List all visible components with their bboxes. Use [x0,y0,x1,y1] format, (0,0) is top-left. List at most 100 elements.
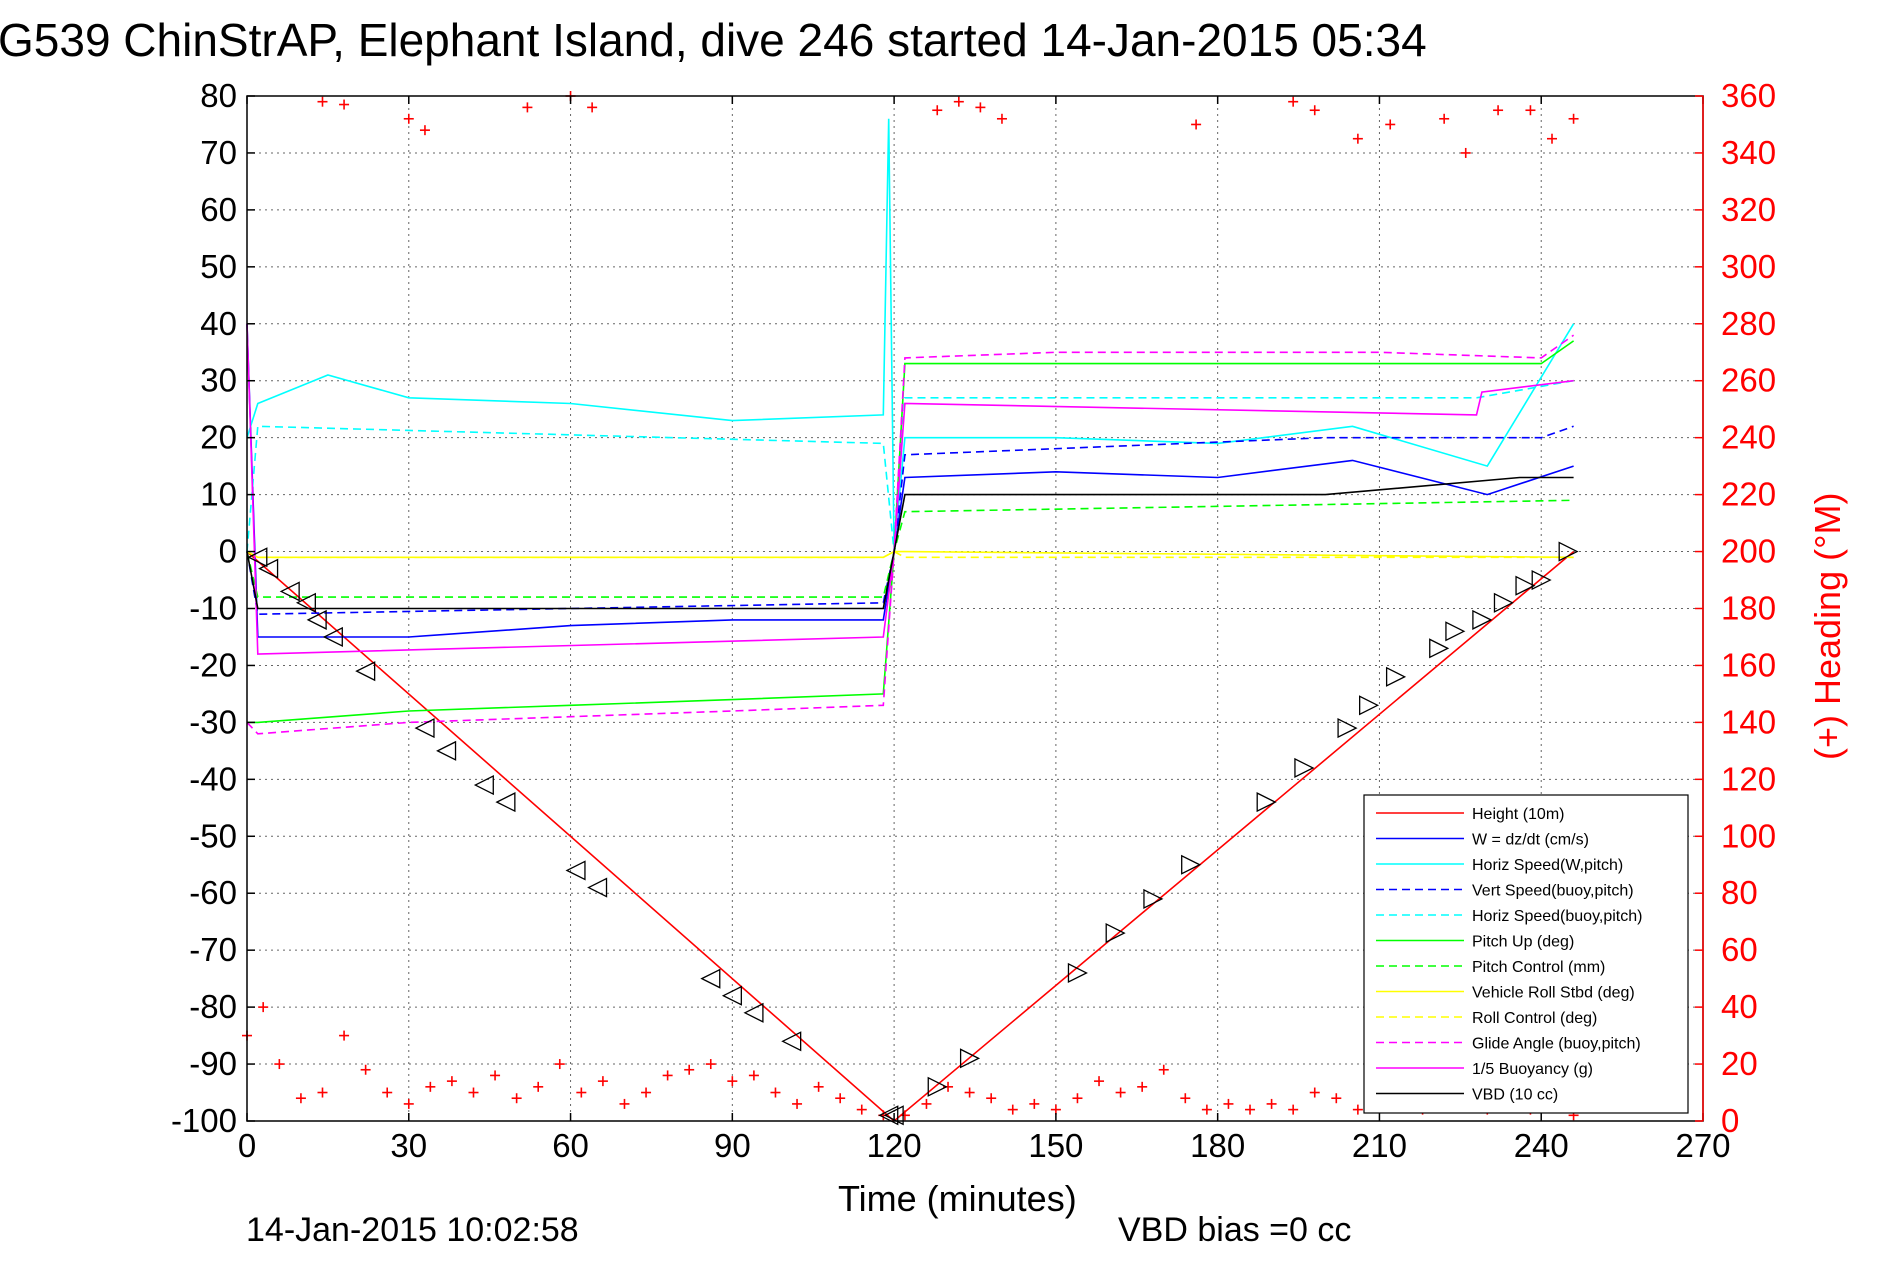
x-tick-label: 270 [1675,1127,1730,1164]
depth-marker [1429,638,1450,659]
x-tick-label: 90 [714,1127,751,1164]
heading-point [835,1093,846,1104]
y-tick-label: -40 [189,760,237,797]
x-axis-label: Time (minutes) [838,1178,1077,1219]
depth-marker [1359,695,1380,716]
heading-point-top [932,105,943,116]
heading-point [597,1076,608,1087]
y2-axis-label: (+) Heading (°M) [1807,493,1848,760]
y2-tick-label: 140 [1721,703,1776,740]
x-tick-label: 210 [1352,1127,1407,1164]
depth-marker [587,877,608,898]
series-1-5-buoyancy-g [246,323,1574,655]
y-tick-label: 60 [200,191,237,228]
depth-marker [258,558,279,579]
y-axis-left: 80 70 60 50 40 30 20 10 0 -10 -20 -30 -40 -50 -60 -70 -8… [171,77,255,1139]
y-tick-label: 30 [200,362,237,399]
series-horiz-speed-w-pitch [246,118,1575,552]
series-pitch-control-mm [246,499,1574,598]
depth-marker [781,1031,802,1052]
heading-point [1288,1104,1299,1115]
heading-point [770,1087,781,1098]
heading-point-top [522,102,533,113]
y2-tick-label: 0 [1721,1102,1739,1139]
y-tick-label: 50 [200,248,237,285]
legend-box [1363,794,1689,1114]
heading-point [1094,1076,1105,1087]
y-tick-label: -60 [189,874,237,911]
depth-marker [1472,609,1493,630]
heading-point-top [1385,119,1396,130]
heading-point-top [1547,133,1558,144]
y2-tick-label: 220 [1721,476,1776,513]
heading-point [382,1087,393,1098]
heading-point [748,1070,759,1081]
y2-tick-label: 260 [1721,362,1776,399]
depth-marker [306,609,327,630]
y2-tick-label: 40 [1721,988,1758,1025]
heading-point [1201,1104,1212,1115]
y2-tick-label: 240 [1721,419,1776,456]
y2-tick-label: 280 [1721,305,1776,342]
heading-point [274,1059,285,1070]
heading-point [1007,1104,1018,1115]
heading-point [964,1087,975,1098]
y-tick-label: 70 [200,134,237,171]
legend-entry: Pitch Up (deg) [1472,934,1574,951]
heading-point [1245,1104,1256,1115]
y2-tick-label: 320 [1721,191,1776,228]
y2-tick-label: 160 [1721,646,1776,683]
heading-point-top [1191,119,1202,130]
heading-point [511,1093,522,1104]
heading-point [1309,1087,1320,1098]
vbd-bias-footer: VBD bias =0 cc [1118,1211,1351,1249]
series-glide-angle-buoy-pitch [246,334,1575,735]
heading-point-top [953,96,964,107]
timestamp-footer: 14-Jan-2015 10:02:58 [246,1211,579,1249]
legend-entry: Glide Angle (buoy,pitch) [1472,1036,1641,1053]
depth-marker [1385,666,1407,687]
y2-tick-label: 340 [1721,134,1776,171]
legend-entry: Vehicle Roll Stbd (deg) [1472,985,1635,1002]
series-roll-control-deg [246,550,1574,559]
heading-point [1072,1093,1083,1104]
y-axis-right: 3603403203002802602402202001801601401201… [1695,77,1776,1139]
depth-marker [279,581,300,602]
heading-point [1266,1098,1277,1109]
depth-marker [295,592,316,613]
heading-point-top [1460,147,1471,158]
legend-entry: Horiz Speed(buoy,pitch) [1472,908,1642,925]
depth-marker [1558,541,1579,562]
depth-marker [1105,923,1126,944]
y2-tick-label: 300 [1721,248,1776,285]
y-tick-label: -70 [189,931,237,968]
series-w-dz-dt-cm-s [246,323,1574,638]
x-tick-label: 60 [552,1127,589,1164]
legend-entry: Roll Control (deg) [1472,1010,1597,1027]
heading-point-top [419,125,430,136]
x-tick-label: 180 [1190,1127,1245,1164]
y-tick-label: -80 [189,988,237,1025]
y-tick-label: 0 [219,533,237,570]
y-tick-label: -50 [189,817,237,854]
depth-marker [743,1002,764,1023]
heading-point [662,1070,673,1081]
y-tick-label: -90 [189,1045,237,1082]
depth-marker [959,1048,981,1069]
legend-entry: Vert Speed(buoy,pitch) [1472,883,1634,900]
depth-marker [700,968,721,989]
y-tick-label: 80 [200,77,237,114]
legend-entry: Pitch Control (mm) [1472,959,1605,976]
depth-marker [565,860,586,881]
heading-point [1331,1093,1342,1104]
heading-point-top [587,102,598,113]
heading-point [792,1098,803,1109]
y2-tick-label: 120 [1721,760,1776,797]
heading-point [899,1110,910,1121]
heading-point [1180,1093,1191,1104]
heading-point [425,1081,436,1092]
heading-point [921,1098,932,1109]
heading-point [576,1087,587,1098]
heading-point-top [1288,96,1299,107]
